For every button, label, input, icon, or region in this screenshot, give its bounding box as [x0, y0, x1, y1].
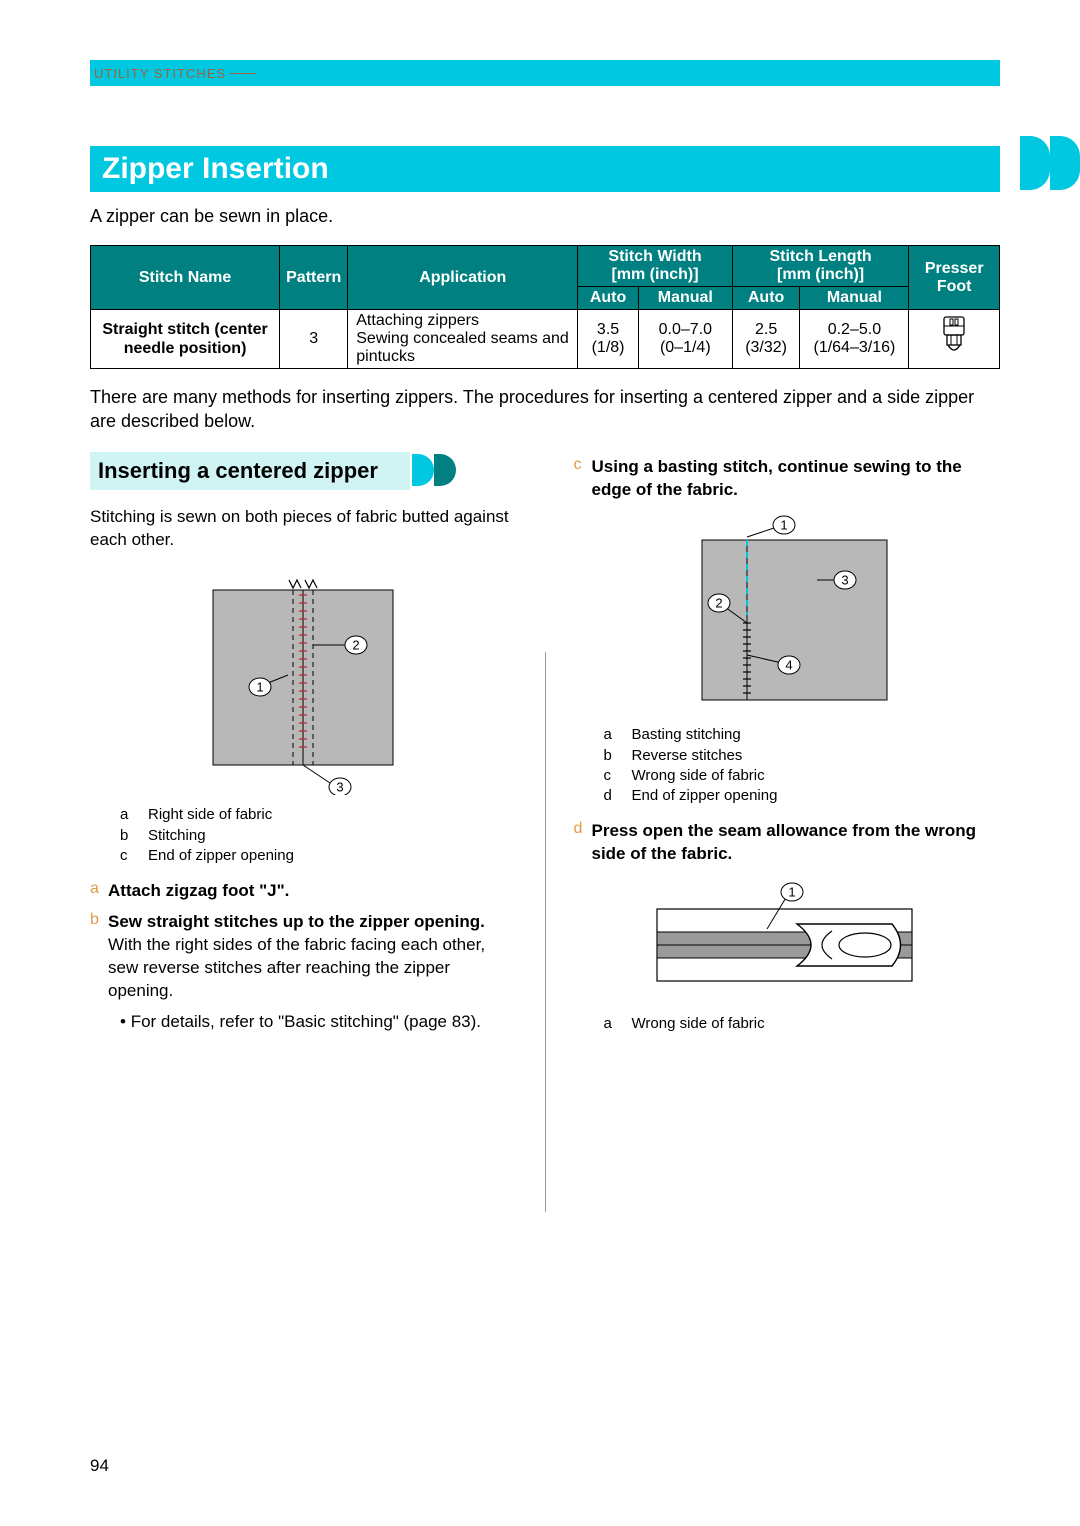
title-tab-decor: [1020, 136, 1080, 190]
th-foot: Presser Foot: [909, 246, 1000, 310]
intro-text: A zipper can be sewn in place.: [90, 206, 1000, 227]
th-length-auto: Auto: [732, 287, 800, 310]
step-b: b Sew straight stitches up to the zipper…: [90, 911, 517, 1003]
figure-1: 1 2 3: [163, 565, 443, 795]
th-pattern: Pattern: [280, 246, 348, 310]
page-number: 94: [90, 1456, 109, 1476]
svg-text:1: 1: [788, 885, 795, 900]
td-pattern: 3: [280, 310, 348, 369]
step-d: d Press open the seam allowance from the…: [574, 820, 1001, 866]
svg-text:3: 3: [337, 780, 344, 795]
th-length-manual: Manual: [800, 287, 909, 310]
figure-2: 1 2 3 4: [647, 515, 927, 715]
td-application: Attaching zippers Sewing concealed seams…: [348, 310, 578, 369]
th-length: Stitch Length [mm (inch)]: [732, 246, 909, 287]
td-length-manual: 0.2–5.0 (1/64–3/16): [800, 310, 909, 369]
th-width-auto: Auto: [578, 287, 639, 310]
page-title-bar: Zipper Insertion: [90, 146, 1000, 192]
figure-3: 1: [637, 874, 937, 1004]
figure-3-legend: aWrong side of fabric: [604, 1014, 1001, 1034]
svg-text:3: 3: [841, 573, 848, 588]
presser-foot-icon: [937, 315, 971, 359]
svg-text:1: 1: [780, 518, 787, 533]
figure-1-legend: aRight side of fabric bStitching cEnd of…: [120, 805, 517, 866]
subheading: Inserting a centered zipper: [90, 452, 410, 490]
svg-text:4: 4: [785, 658, 792, 673]
th-name: Stitch Name: [91, 246, 280, 310]
svg-text:1: 1: [257, 680, 264, 695]
figure-2-legend: aBasting stitching bReverse stitches cWr…: [604, 725, 1001, 806]
th-width: Stitch Width [mm (inch)]: [578, 246, 733, 287]
td-foot: [909, 310, 1000, 369]
svg-text:2: 2: [353, 638, 360, 653]
column-divider: [545, 652, 546, 1212]
step-a: a Attach zigzag foot "J".: [90, 880, 517, 903]
step-c: c Using a basting stitch, continue sewin…: [574, 456, 1001, 502]
svg-text:2: 2: [715, 596, 722, 611]
th-width-manual: Manual: [638, 287, 732, 310]
table-row: Straight stitch (center needle position)…: [91, 310, 1000, 369]
step-b-bullet: • For details, refer to "Basic stitching…: [120, 1011, 517, 1034]
td-length-auto: 2.5 (3/32): [732, 310, 800, 369]
td-width-auto: 3.5 (1/8): [578, 310, 639, 369]
stitch-table: Stitch Name Pattern Application Stitch W…: [90, 245, 1000, 369]
page-title: Zipper Insertion: [102, 152, 988, 186]
methods-text: There are many methods for inserting zip…: [90, 385, 1000, 434]
subheading-tab-decor: [412, 454, 456, 486]
left-intro: Stitching is sewn on both pieces of fabr…: [90, 506, 517, 552]
td-name: Straight stitch (center needle position): [91, 310, 280, 369]
th-application: Application: [348, 246, 578, 310]
td-width-manual: 0.0–7.0 (0–1/4): [638, 310, 732, 369]
section-header-label: UTILITY STITCHES: [94, 66, 226, 81]
section-header: UTILITY STITCHES: [90, 60, 1000, 86]
